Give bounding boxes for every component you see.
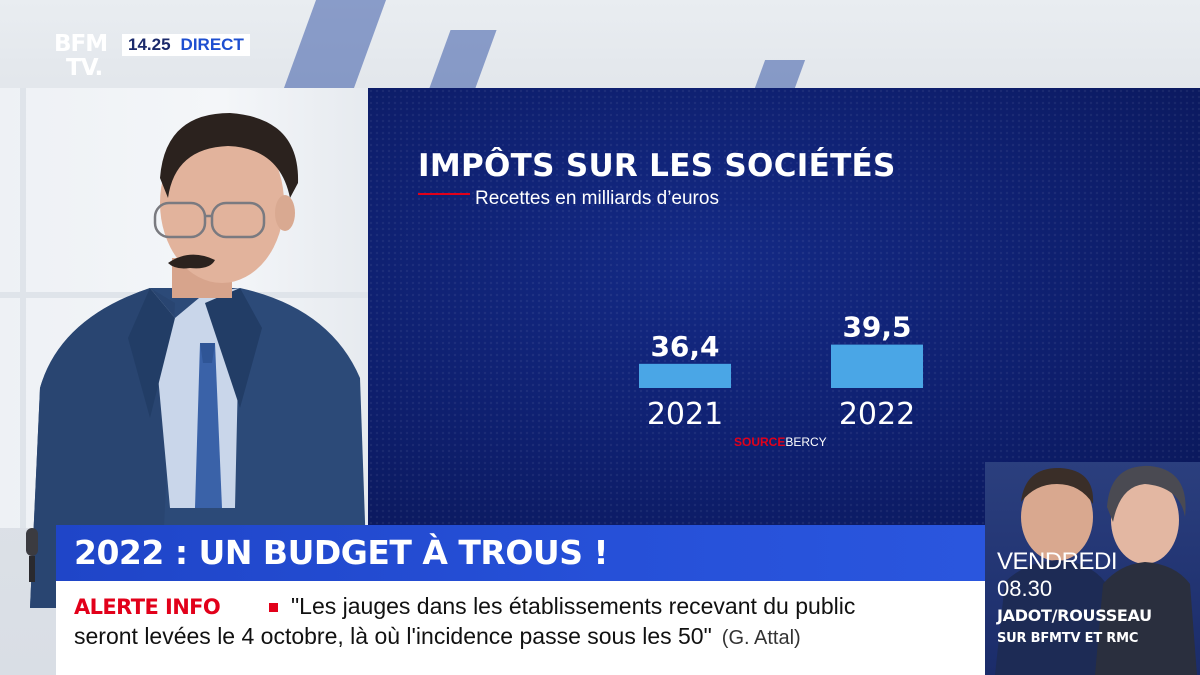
ticker-attribution: (G. Attal) [721,627,801,649]
category-label-2021: 2021 [647,397,723,432]
source-label: SOURCE [734,435,786,449]
value-label-2022: 39,5 [842,311,911,344]
headline-bar: 2022 : UN BUDGET À TROUS ! [56,525,985,581]
live-label: DIRECT [180,35,244,54]
logo-line-1: BFM [54,31,108,57]
live-clock-box: 14.25 DIRECT [122,34,250,56]
studio-beam [754,60,806,88]
studio-beam [429,30,497,88]
bar-2021 [639,363,731,388]
news-ticker: ALERTE INFO "Les jauges dans les établis… [56,581,985,675]
logo-line-2: TV. [66,55,103,81]
title-accent-rule [418,193,470,195]
chart-panel: IMPÔTS SUR LES SOCIÉTÉS Recettes en mill… [368,88,1200,525]
alert-label: ALERTE INFO [74,595,221,619]
value-label-2021: 36,4 [650,330,719,363]
chart-source: SOURCEBERCY [734,435,827,449]
microphone-icon [26,528,38,582]
headline-text: 2022 : UN BUDGET À TROUS ! [74,533,609,572]
chart-title: IMPÔTS SUR LES SOCIÉTÉS [418,148,896,184]
category-label-2022: 2022 [839,397,915,432]
promo-names: JADOT/ROUSSEAU [997,606,1152,625]
promo-channel: SUR BFMTV ET RMC [997,631,1139,646]
studio-beam [283,0,387,88]
source-value: BERCY [785,435,827,449]
bar-chart: 36,4 2021 39,5 2022 [639,311,923,432]
bar-2022 [831,344,923,388]
clock-time: 14.25 [128,35,171,54]
ticker-quote-line-1: "Les jauges dans les établissements rece… [291,593,856,619]
panel-texture [368,88,1200,525]
ticker-quote-line-2-text: seront levées le 4 octobre, là où l'inci… [74,623,712,649]
channel-logo: BFM TV. [54,32,118,86]
promo-time: 08.30 [997,576,1053,601]
promo-day: VENDREDI [997,548,1118,575]
studio-frame [20,88,26,528]
alert-square-icon [269,603,278,612]
promo-inset [985,462,1200,675]
promo-portraits [995,465,1197,675]
ticker-quote-line-2: seront levées le 4 octobre, là où l'inci… [74,623,801,650]
chart-subtitle: Recettes en milliards d’euros [475,188,719,209]
